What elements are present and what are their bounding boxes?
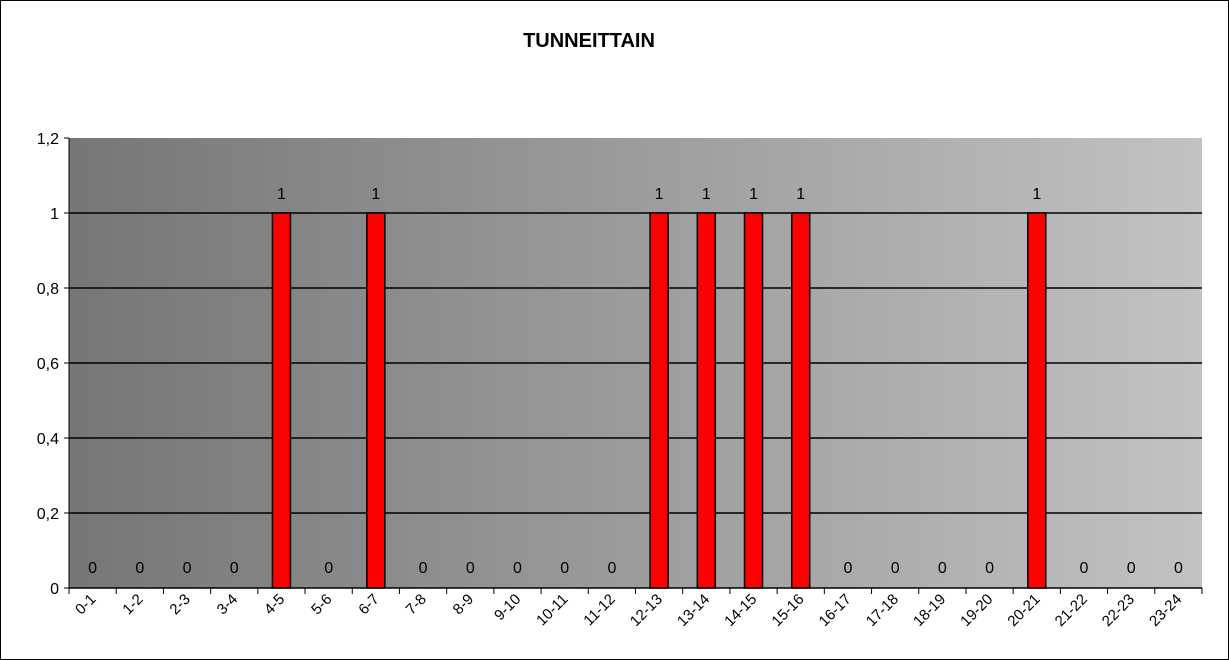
data-label: 1 [371, 186, 380, 203]
x-tick-label: 11-12 [580, 591, 618, 629]
data-label: 0 [1174, 560, 1183, 577]
x-tick-label: 9-10 [491, 591, 524, 624]
data-label: 1 [749, 186, 758, 203]
data-label: 0 [560, 560, 569, 577]
data-label: 0 [183, 560, 192, 577]
x-tick-label: 14-15 [721, 591, 760, 630]
x-tick-label: 16-17 [816, 591, 855, 630]
data-label: 0 [607, 560, 616, 577]
x-tick-label: 5-6 [308, 591, 335, 618]
x-tick-label: 15-16 [768, 591, 807, 630]
x-tick-label: 13-14 [674, 591, 713, 630]
x-tick-label: 19-20 [957, 591, 996, 630]
x-tick-label: 8-9 [450, 591, 477, 618]
y-tick-label: 1 [50, 206, 59, 223]
y-tick-label: 0,8 [37, 281, 59, 298]
data-label: 0 [324, 560, 333, 577]
data-labels: 0 0 0 0 1 0 1 0 0 0 0 0 1 1 1 1 0 0 0 0 1 0 0 0 [88, 186, 1183, 577]
bar [1027, 212, 1047, 589]
x-tick-label: 12-13 [627, 591, 666, 630]
bar [696, 212, 717, 589]
x-tick-label: 3-4 [214, 591, 241, 618]
y-tick-label: 0,6 [37, 356, 59, 373]
y-tick-label: 1,2 [37, 131, 59, 148]
gridlines [69, 212, 1202, 514]
data-label: 1 [796, 186, 805, 203]
data-label: 0 [938, 560, 947, 577]
x-tick-label: 1-2 [119, 591, 146, 618]
data-label: 1 [277, 186, 286, 203]
x-tick-label: 4-5 [261, 591, 288, 618]
data-label: 0 [843, 560, 852, 577]
bar [790, 212, 811, 589]
x-tick-label: 2-3 [166, 591, 193, 618]
y-tick-label: 0,4 [37, 431, 59, 448]
data-label: 0 [466, 560, 475, 577]
x-tick-label: 6-7 [355, 591, 382, 618]
data-label: 0 [135, 560, 144, 577]
data-label: 1 [702, 186, 711, 203]
bar [649, 212, 669, 589]
x-tick-label: 10-11 [533, 591, 571, 629]
x-tick-label: 22-23 [1099, 591, 1138, 630]
y-tick-label: 0 [50, 581, 59, 598]
data-label: 0 [985, 560, 994, 577]
data-label: 0 [88, 560, 97, 577]
data-label: 0 [419, 560, 428, 577]
data-label: 0 [513, 560, 522, 577]
x-tick-label: 18-19 [910, 591, 949, 630]
x-tick-label: 7-8 [403, 591, 430, 618]
data-label: 0 [1080, 560, 1089, 577]
data-label: 1 [1032, 186, 1041, 203]
data-label: 1 [655, 186, 664, 203]
x-tick-label: 21-22 [1052, 591, 1091, 630]
bar [271, 212, 292, 589]
y-tick-label: 0,2 [37, 506, 59, 523]
x-tick-label: 17-18 [863, 591, 902, 630]
x-tick-label: 0-1 [72, 591, 99, 618]
bar [743, 212, 764, 589]
x-tick-label: 23-24 [1146, 591, 1185, 630]
data-label: 0 [1127, 560, 1136, 577]
x-tick-label: 20-21 [1004, 591, 1043, 630]
data-label: 0 [230, 560, 239, 577]
bar [366, 212, 386, 589]
data-label: 0 [891, 560, 900, 577]
chart-title: TUNNEITTAIN [523, 30, 655, 52]
